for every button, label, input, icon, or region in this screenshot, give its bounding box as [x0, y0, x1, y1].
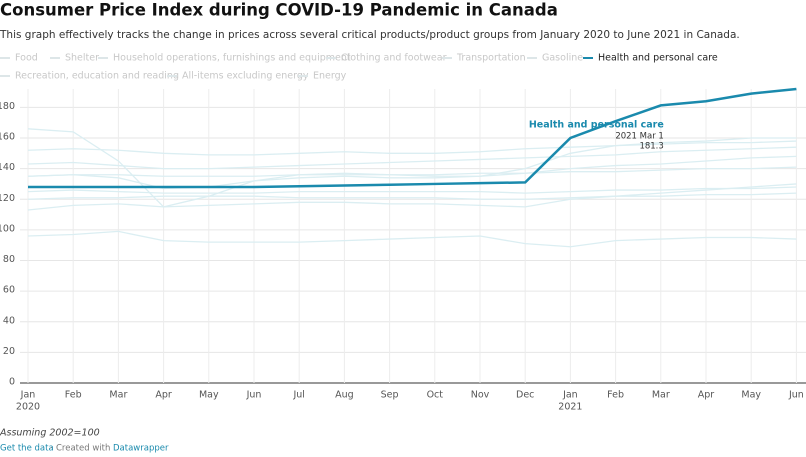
y-tick-label: 80: [3, 254, 15, 265]
y-tick-label: 100: [0, 223, 15, 234]
x-tick-label: Dec: [516, 390, 534, 401]
x-tick-label: Apr: [155, 390, 172, 401]
x-tick-label: Mar: [652, 390, 670, 401]
x-tick-label: Nov: [471, 390, 490, 401]
y-tick-label: 120: [0, 193, 15, 204]
legend-label: Health and personal care: [598, 53, 718, 64]
y-tick-label: 180: [0, 101, 15, 112]
x-tick-label: Feb: [65, 390, 82, 401]
legend-label: Recreation, education and reading: [15, 71, 179, 82]
data-line: [27, 183, 797, 211]
legend-label: Gasoline: [542, 53, 583, 64]
x-tick-label: Sep: [381, 390, 399, 401]
data-line: [27, 192, 797, 200]
x-tick-label: Jan: [562, 390, 578, 401]
data-line: [27, 140, 797, 156]
annotation-date: 2021 Mar 1: [615, 132, 663, 142]
data-line: [28, 87, 797, 189]
data-link[interactable]: Get the data: [0, 444, 54, 454]
data-line: [27, 166, 797, 177]
x-tick-label: Mar: [109, 390, 127, 401]
y-tick-label: 160: [0, 132, 15, 143]
x-tick-label: May: [741, 390, 761, 401]
annotation-value: 181.3: [639, 142, 663, 152]
data-line: [27, 146, 797, 170]
legend-label: Energy: [313, 71, 347, 82]
annotation-title: Health and personal care: [529, 120, 664, 131]
x-tick-label: Feb: [607, 390, 624, 401]
tool-link[interactable]: Datawrapper: [113, 444, 169, 454]
legend-label: All-items excluding energy: [182, 71, 309, 82]
y-tick-label: 20: [3, 346, 15, 357]
x-tick-label: Jul: [292, 390, 304, 401]
legend-label: Shelter: [65, 53, 99, 64]
legend-label: Transportation: [456, 53, 526, 64]
x-year-label: 2021: [558, 402, 582, 413]
legend-label: Food: [15, 53, 38, 64]
x-tick-label: Aug: [335, 390, 354, 401]
x-tick-label: Jun: [246, 390, 262, 401]
x-tick-label: Jan: [20, 390, 36, 401]
x-tick-label: Oct: [427, 390, 444, 401]
data-line: [27, 128, 797, 208]
x-tick-label: May: [199, 390, 219, 401]
y-tick-label: 40: [3, 315, 15, 326]
legend-label: Clothing and footwear: [341, 53, 447, 64]
data-line: [27, 230, 797, 248]
data-line: [27, 186, 797, 194]
x-tick-label: Apr: [698, 390, 715, 401]
separator: ·: [50, 444, 53, 454]
y-tick-label: 140: [0, 162, 15, 173]
x-year-label: 2020: [16, 402, 40, 413]
x-tick-label: Jun: [788, 390, 804, 401]
y-tick-label: 60: [3, 285, 15, 296]
created-with: Created with: [56, 444, 110, 454]
note: Assuming 2002=100: [0, 428, 100, 439]
chart-subtitle: This graph effectively tracks the change…: [0, 29, 740, 41]
legend-label: Household operations, furnishings and eq…: [113, 53, 351, 64]
chart-title: Consumer Price Index during COVID-19 Pan…: [0, 1, 558, 20]
y-tick-label: 0: [9, 377, 15, 388]
